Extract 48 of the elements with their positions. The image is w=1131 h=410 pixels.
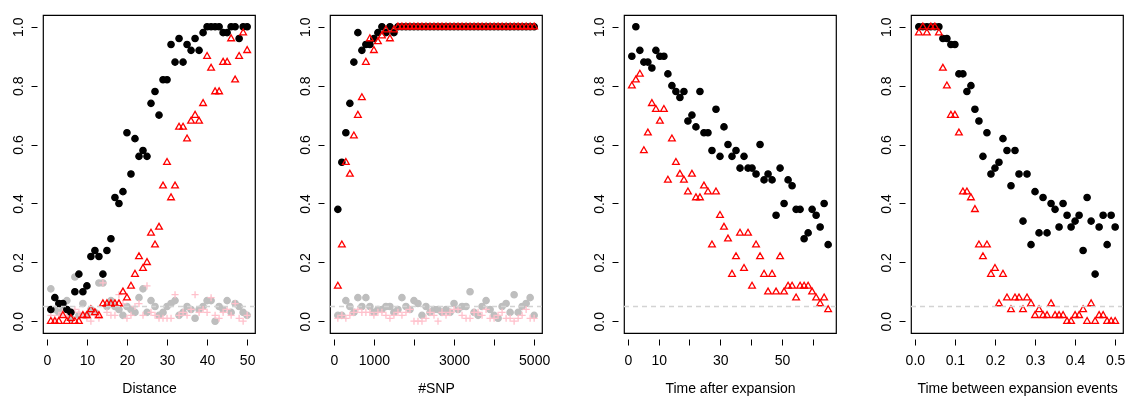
y-tick-label: 0.0 <box>877 311 894 332</box>
y-tick-label: 0.8 <box>9 76 26 96</box>
x-tick-label: 0.2 <box>985 351 1006 368</box>
y-tick-label: 0.6 <box>296 135 313 155</box>
x-axis-title: Time between expansion events <box>917 379 1118 396</box>
x-tick-label: 0.4 <box>1065 351 1086 368</box>
x-axis-title: Distance <box>122 379 177 396</box>
x-axis-title: Time after expansion <box>665 379 796 396</box>
y-tick-label: 0.2 <box>877 252 894 273</box>
y-tick-label: 0.0 <box>9 311 26 332</box>
y-tick-label: 1.0 <box>590 17 607 38</box>
x-tick-label: 0 <box>330 351 339 368</box>
y-tick-label: 0.8 <box>877 76 894 96</box>
y-tick-label: 0.8 <box>590 76 607 96</box>
y-tick-label: 1.0 <box>877 17 894 38</box>
y-tick-label: 0.2 <box>9 252 26 273</box>
y-tick-label: 0.4 <box>590 194 607 214</box>
x-tick-label: 20 <box>119 351 136 368</box>
x-tick-label: 50 <box>239 351 256 368</box>
x-tick-label: 0.3 <box>1025 351 1046 368</box>
y-tick-label: 0.0 <box>590 311 607 332</box>
y-tick-label: 0.2 <box>296 252 313 273</box>
y-tick-label: 1.0 <box>9 17 26 38</box>
x-tick-label: 10 <box>79 351 96 368</box>
x-tick-label: 0.1 <box>945 351 966 368</box>
y-tick-label: 0.4 <box>877 194 894 214</box>
y-tick-label: 0.4 <box>296 194 313 214</box>
x-tick-label: 40 <box>199 351 216 368</box>
x-tick-label: 0.0 <box>905 351 926 368</box>
x-tick-label: 0.5 <box>1105 351 1126 368</box>
x-tick-label: 0 <box>43 351 52 368</box>
x-tick-label: 30 <box>159 351 176 368</box>
y-tick-label: 0.6 <box>590 135 607 155</box>
x-tick-label: 1000 <box>358 351 391 368</box>
x-tick-label: 50 <box>774 351 791 368</box>
x-tick-label: 10 <box>651 351 668 368</box>
y-tick-label: 0.6 <box>877 135 894 155</box>
y-tick-label: 0.2 <box>590 252 607 273</box>
y-tick-label: 0.0 <box>296 311 313 332</box>
x-tick-label: 30 <box>713 351 729 368</box>
x-tick-label: 0 <box>624 351 633 368</box>
y-tick-label: 0.6 <box>9 135 26 155</box>
x-axis-title: #SNP <box>418 379 455 396</box>
x-tick-label: 5000 <box>519 351 551 368</box>
x-tick-label: 3000 <box>438 351 471 368</box>
y-tick-label: 0.8 <box>296 76 313 96</box>
y-tick-label: 0.4 <box>9 194 26 214</box>
y-tick-label: 1.0 <box>296 17 313 38</box>
